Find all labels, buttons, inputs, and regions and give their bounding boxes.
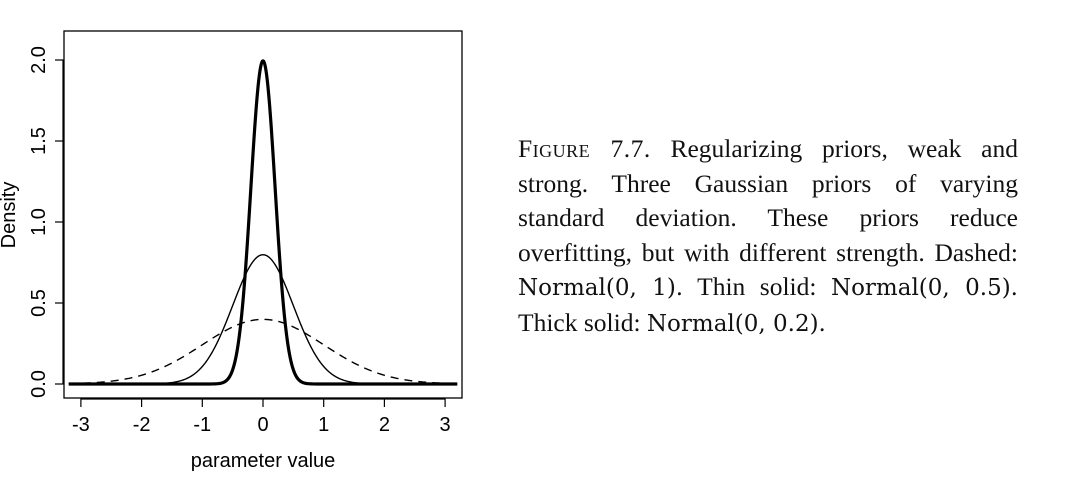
y-tick-label: 0.0 — [28, 370, 50, 398]
y-tick-label: 2.0 — [28, 46, 50, 74]
caption-text-2: Thin solid: — [683, 272, 831, 301]
x-tick-label: 3 — [440, 414, 451, 436]
x-tick-label: 1 — [318, 414, 329, 436]
caption-math-thin: Normal(0, 0.5). — [830, 275, 1018, 301]
y-tick-label: 1.5 — [28, 127, 50, 155]
x-tick-label: -2 — [133, 414, 151, 436]
y-axis-label: Density — [0, 182, 20, 249]
x-tick-label: -1 — [193, 414, 211, 436]
y-tick-label: 1.0 — [28, 208, 50, 236]
x-tick-label: 0 — [257, 414, 268, 436]
caption-math-dashed: Normal(0, 1). — [518, 275, 684, 301]
x-axis-label: parameter value — [191, 450, 336, 472]
caption-math-thick: Normal(0, 0.2). — [646, 310, 826, 337]
series-line-dashed — [68, 318, 458, 385]
x-tick-label: 2 — [379, 414, 390, 436]
figure-label: Figure 7.7. — [518, 134, 651, 163]
caption-text-3: Thick solid: — [518, 307, 647, 337]
x-tick-label: -3 — [72, 414, 90, 436]
y-axis: 0.0 0.5 1.0 1.5 2.0 — [28, 46, 64, 398]
caption-text-1: Regularizing priors, weak and strong. Th… — [518, 134, 1018, 267]
plot-frame — [63, 30, 463, 399]
series-line-thin-solid — [68, 254, 458, 385]
y-tick-label: 0.5 — [28, 289, 50, 317]
series-line-thick-solid — [67, 59, 459, 386]
x-axis: -3 -2 -1 0 1 2 3 — [72, 398, 451, 436]
figure-caption: Figure 7.7. Regularizing priors, weak an… — [518, 132, 1018, 341]
curves-layer — [67, 59, 459, 386]
